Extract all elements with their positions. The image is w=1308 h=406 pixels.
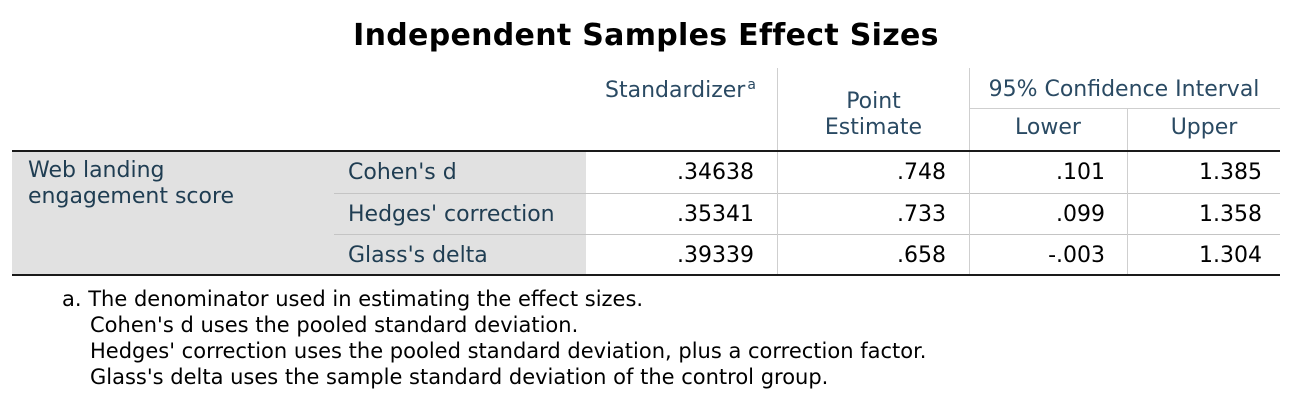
row-label: Cohen's d	[348, 160, 457, 185]
header-standardizer: Standardizer a	[605, 77, 756, 103]
column-divider	[777, 152, 778, 274]
row-label: Hedges' correction	[348, 202, 555, 227]
cell-lower: .099	[1056, 202, 1105, 227]
cell-point-estimate: .658	[897, 243, 946, 268]
column-divider	[1127, 152, 1128, 274]
header-standardizer-label: Standardizer	[605, 78, 746, 103]
cell-point-estimate: .733	[897, 202, 946, 227]
ci-divider	[969, 108, 1280, 109]
row-divider	[334, 234, 1280, 235]
header-point-line2: Estimate	[824, 115, 923, 140]
cell-standardizer: .35341	[677, 202, 754, 227]
cell-standardizer: .34638	[677, 160, 754, 185]
footnote-line: Hedges' correction uses the pooled stand…	[90, 339, 927, 363]
header-divider	[969, 68, 970, 150]
row-divider	[334, 193, 1280, 194]
row-label: Glass's delta	[348, 243, 488, 268]
table-top-rule	[12, 150, 1280, 152]
header-divider	[1127, 108, 1128, 150]
footnote-line: Cohen's d uses the pooled standard devia…	[90, 313, 579, 337]
cell-upper: 1.385	[1199, 160, 1262, 185]
variable-label-line1: Web landing	[28, 158, 165, 183]
footnote-marker: a	[747, 77, 756, 93]
cell-upper: 1.304	[1199, 243, 1262, 268]
cell-lower: -.003	[1048, 243, 1105, 268]
variable-label-line2: engagement score	[28, 184, 235, 209]
header-divider	[777, 68, 778, 150]
cell-point-estimate: .748	[897, 160, 946, 185]
row-header-background	[12, 151, 586, 275]
header-ci: 95% Confidence Interval	[988, 77, 1260, 102]
cell-upper: 1.358	[1199, 202, 1262, 227]
header-upper: Upper	[1170, 115, 1238, 140]
cell-lower: .101	[1056, 160, 1105, 185]
header-point-line1: Point	[846, 89, 901, 114]
header-lower: Lower	[1015, 115, 1081, 140]
footnote-line: Glass's delta uses the sample standard d…	[90, 365, 829, 389]
column-divider	[969, 152, 970, 274]
table-bottom-rule	[12, 274, 1280, 276]
cell-standardizer: .39339	[677, 243, 754, 268]
footnote-line: a. The denominator used in estimating th…	[62, 287, 644, 311]
table-title: Independent Samples Effect Sizes	[353, 18, 939, 53]
